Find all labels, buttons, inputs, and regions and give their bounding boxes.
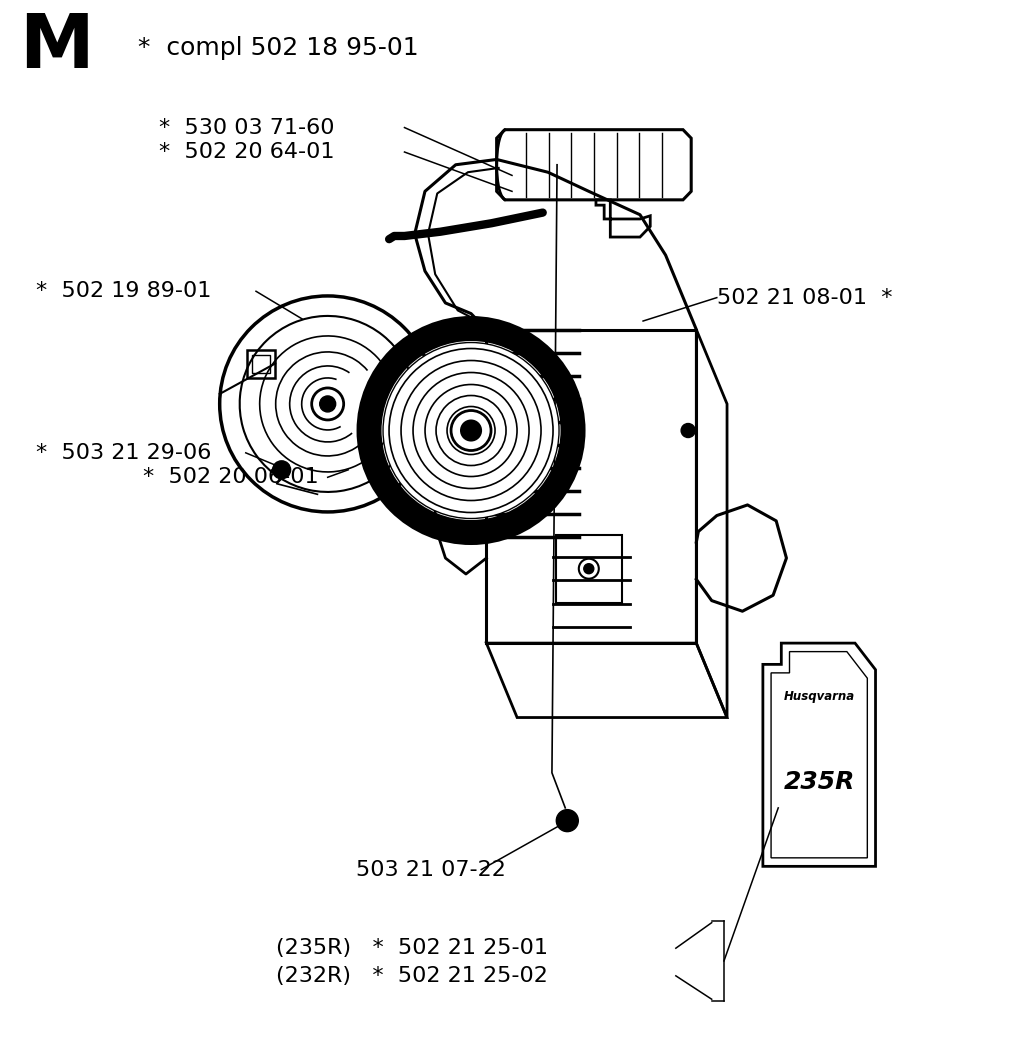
- Text: (232R)   *  502 21 25-02: (232R) * 502 21 25-02: [276, 966, 549, 985]
- Text: *  compl 502 18 95-01: * compl 502 18 95-01: [138, 36, 419, 60]
- Polygon shape: [763, 643, 876, 866]
- Polygon shape: [556, 535, 622, 603]
- Circle shape: [556, 810, 579, 831]
- Text: (235R)   *  502 21 25-01: (235R) * 502 21 25-01: [276, 939, 549, 958]
- Text: Husqvarna: Husqvarna: [783, 690, 855, 704]
- Circle shape: [272, 461, 291, 478]
- Text: *  503 21 29-06: * 503 21 29-06: [36, 443, 211, 462]
- Circle shape: [311, 388, 344, 420]
- Text: 502 21 08-01  *: 502 21 08-01 *: [717, 288, 892, 307]
- Circle shape: [681, 423, 695, 438]
- Text: *  502 20 64-01: * 502 20 64-01: [159, 142, 334, 162]
- Text: 235R: 235R: [783, 770, 855, 793]
- Circle shape: [584, 563, 594, 574]
- Circle shape: [319, 395, 336, 412]
- Text: *  530 03 71-60: * 530 03 71-60: [159, 118, 334, 137]
- Circle shape: [383, 342, 559, 519]
- Text: *  502 19 89-01: * 502 19 89-01: [36, 282, 211, 301]
- Text: 503 21 07-22: 503 21 07-22: [356, 860, 506, 879]
- Circle shape: [461, 421, 481, 440]
- Circle shape: [451, 410, 492, 451]
- Circle shape: [579, 559, 599, 578]
- Text: M: M: [19, 12, 93, 84]
- Text: *  502 20 06-01: * 502 20 06-01: [143, 468, 319, 487]
